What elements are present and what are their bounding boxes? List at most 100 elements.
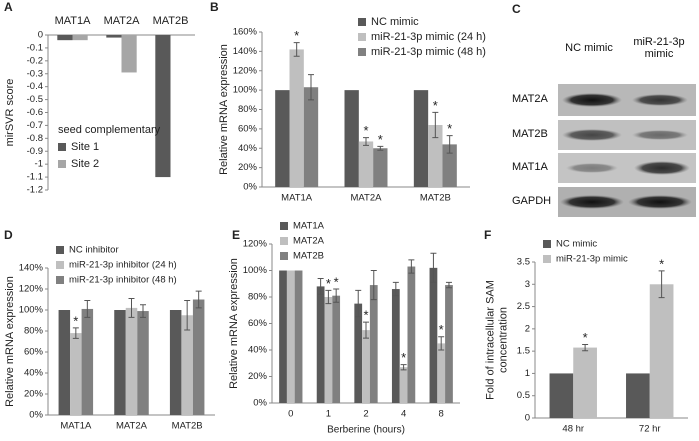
y-tick-label: 100% — [243, 265, 268, 276]
y-axis-label: Fold of intracellular SAM — [484, 280, 496, 400]
blot-band — [560, 195, 624, 209]
legend-title: seed complementary — [58, 124, 161, 136]
significance: * — [334, 274, 339, 289]
x-tick-label: 8 — [439, 409, 444, 420]
significance: * — [326, 276, 331, 291]
x-tick-label: 0 — [288, 409, 293, 420]
legend-label: NC mimic — [371, 16, 419, 28]
error-bar — [317, 277, 324, 295]
column-label: miR-21-3p mimic — [633, 36, 685, 60]
bar — [362, 330, 370, 403]
bar — [626, 373, 650, 418]
legend-label: miR-21-3p inhibitor (24 h) — [69, 260, 177, 271]
x-tick-label: 72 hr — [639, 424, 661, 435]
error-bar — [438, 336, 445, 351]
bar — [58, 310, 71, 415]
blot-band — [566, 163, 618, 173]
bar — [373, 148, 388, 187]
error-bar — [325, 289, 332, 305]
bar — [114, 310, 126, 415]
y-tick-label: 20% — [248, 371, 268, 382]
significance: * — [659, 256, 664, 271]
bar — [445, 285, 453, 403]
x-tick-label: MAT2A — [104, 15, 141, 27]
y-tick-label: 1 — [525, 368, 530, 379]
significance: * — [378, 132, 383, 147]
bar — [155, 35, 171, 178]
significance: * — [447, 121, 452, 136]
bar — [106, 35, 122, 38]
y-tick-label: 0% — [253, 398, 267, 409]
y-tick-label: 40% — [24, 368, 44, 379]
bar — [429, 267, 438, 403]
legend-swatch — [358, 48, 366, 56]
y-tick-label: 1.5 — [517, 346, 530, 357]
blot-band — [562, 93, 622, 107]
bar — [169, 310, 182, 415]
x-tick-label: 1 — [326, 409, 331, 420]
blot-band — [634, 161, 690, 175]
bar — [442, 144, 457, 187]
y-tick-label: -0.1 — [27, 42, 43, 53]
panel-label: A — [4, 0, 13, 14]
error-bar — [370, 270, 377, 301]
y-tick-label: 3.5 — [517, 257, 530, 268]
significance: * — [294, 28, 299, 43]
y-tick-label: 60% — [24, 347, 44, 358]
error-bar — [582, 343, 589, 352]
error-bar — [128, 297, 135, 318]
error-bar — [184, 300, 191, 331]
bar — [354, 303, 363, 403]
bar — [303, 87, 319, 187]
y-tick-label: 0 — [525, 413, 530, 424]
y-tick-label: 20% — [24, 389, 44, 400]
error-bar — [432, 111, 439, 139]
panel-label: B — [210, 0, 219, 14]
error-bar — [195, 290, 202, 309]
y-tick-label: -0.7 — [27, 120, 43, 131]
error-bar — [307, 74, 314, 101]
significance: * — [583, 330, 588, 345]
legend-label: Site 1 — [71, 141, 99, 153]
bar — [428, 125, 443, 187]
error-bar — [400, 364, 407, 371]
bar — [358, 141, 374, 187]
y-tick-label: 40% — [238, 143, 258, 154]
legend-swatch — [358, 18, 366, 26]
error-bar — [140, 304, 147, 318]
blot-band — [562, 129, 622, 141]
bar — [70, 333, 82, 415]
y-tick-label: 100% — [233, 85, 258, 96]
y-tick-label: 80% — [238, 104, 258, 115]
bar — [316, 286, 325, 403]
y-tick-label: 0% — [243, 182, 257, 193]
x-tick-label: 2 — [363, 409, 368, 420]
bar — [549, 373, 574, 418]
legend-swatch — [58, 143, 66, 151]
error-bar — [446, 135, 453, 154]
bar — [289, 49, 304, 187]
row-label: MAT1A — [512, 161, 548, 173]
panel-label: C — [512, 2, 521, 16]
legend-label: miR-21-3p mimic (24 h) — [371, 31, 486, 43]
y-tick-label: -0.5 — [27, 94, 43, 105]
error-bar — [72, 327, 79, 339]
legend-label: MAT2A — [293, 236, 325, 247]
legend-label: NC inhibitor — [69, 245, 119, 256]
bar — [121, 35, 137, 73]
blot-band — [632, 94, 688, 106]
y-tick-label: 2.5 — [517, 301, 530, 312]
y-tick-label: 140% — [19, 263, 44, 274]
y-tick-label: -0.2 — [27, 55, 43, 66]
x-tick-label: MAT1A — [60, 421, 92, 432]
significance: * — [73, 313, 78, 328]
bar — [81, 308, 94, 415]
y-tick-label: 80% — [248, 292, 268, 303]
error-bar — [84, 300, 91, 318]
bar — [332, 295, 341, 403]
y-tick-label: -0.8 — [27, 133, 43, 144]
bar — [369, 285, 378, 403]
y-tick-label: 120% — [233, 65, 258, 76]
bar — [407, 266, 416, 403]
